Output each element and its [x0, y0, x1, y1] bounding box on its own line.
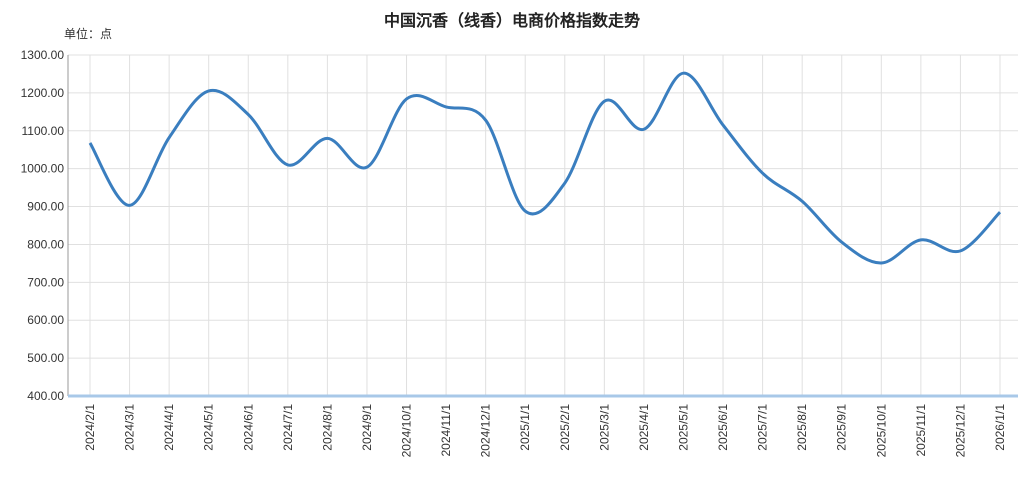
- x-tick-label: 2024/4/1: [162, 404, 176, 451]
- y-tick-label: 1100.00: [22, 124, 65, 138]
- y-tick-label: 400.00: [27, 389, 64, 403]
- x-tick-label: 2025/7/1: [756, 404, 770, 451]
- series-line: [88, 71, 1002, 265]
- x-tick-label: 2026/1/1: [993, 404, 1007, 451]
- y-tick-label: 500.00: [27, 351, 64, 365]
- y-tick-label: 1200.00: [21, 86, 65, 100]
- chart-title: 中国沉香（线香）电商价格指数走势: [384, 11, 640, 30]
- x-tick-label: 2025/8/1: [795, 404, 809, 451]
- x-tick-label: 2024/2/1: [83, 404, 97, 451]
- x-tick-label: 2025/12/1: [953, 404, 967, 458]
- x-tick-label: 2025/11/1: [914, 404, 928, 457]
- x-tick-label: 2025/3/1: [597, 404, 611, 451]
- x-tick-label: 2024/12/1: [479, 404, 493, 458]
- y-tick-label: 900.00: [27, 200, 64, 214]
- x-tick-label: 2025/9/1: [835, 404, 849, 451]
- x-tick-label: 2025/4/1: [637, 404, 651, 451]
- y-tick-label: 600.00: [27, 313, 64, 327]
- x-tick-label: 2024/10/1: [400, 404, 414, 458]
- x-tick-label: 2024/3/1: [123, 404, 137, 451]
- x-tick-label: 2025/10/1: [874, 404, 888, 458]
- x-tick-label: 2024/7/1: [281, 404, 295, 451]
- x-tick-label: 2024/8/1: [320, 404, 334, 451]
- x-tick-label: 2025/1/1: [518, 404, 532, 451]
- x-tick-label: 2025/6/1: [716, 404, 730, 451]
- y-tick-label: 800.00: [27, 237, 64, 251]
- y-axis-label: 单位：点: [64, 26, 112, 41]
- x-tick-label: 2024/6/1: [241, 404, 255, 451]
- x-tick-label: 2025/5/1: [676, 404, 690, 451]
- x-tick-label: 2024/9/1: [360, 404, 374, 451]
- y-tick-label: 700.00: [27, 275, 64, 289]
- y-tick-label: 1300.00: [21, 48, 65, 62]
- x-tick-label: 2024/11/1: [439, 404, 453, 457]
- x-tick-label: 2024/5/1: [202, 404, 216, 451]
- y-tick-label: 1000.00: [21, 162, 65, 176]
- x-tick-label: 2025/2/1: [558, 404, 572, 451]
